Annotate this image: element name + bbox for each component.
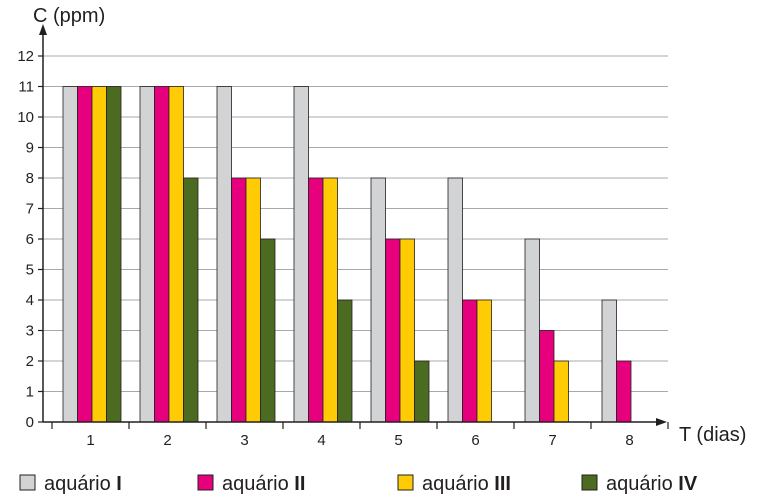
legend-item-numeral: I xyxy=(116,473,122,495)
y-tick-label: 0 xyxy=(26,414,34,431)
bar-series-1-cat-6 xyxy=(447,177,463,423)
y-tick-label: 1 xyxy=(26,384,34,401)
bar-series-3-cat-3 xyxy=(245,177,261,423)
y-axis-label: C (ppm) xyxy=(33,5,105,27)
bar-series-2-cat-8 xyxy=(616,360,632,423)
bar-series-4-cat-3 xyxy=(260,238,276,423)
y-tick-label: 10 xyxy=(17,109,34,126)
bar-series-1-cat-7 xyxy=(524,238,540,423)
legend-item-label: aquário II xyxy=(222,473,305,495)
bar-series-2-cat-3 xyxy=(231,177,247,423)
legend-swatch xyxy=(197,474,214,491)
legend-item-label: aquário IV xyxy=(606,473,698,495)
bar-series-3-cat-7 xyxy=(553,360,569,423)
y-tick-label: 7 xyxy=(26,201,34,218)
bar-series-2-cat-7 xyxy=(539,330,555,423)
x-tick-label: 4 xyxy=(317,432,325,449)
x-axis-label: T (dias) xyxy=(679,424,746,446)
legend-item-numeral: IV xyxy=(678,473,698,495)
bar-series-1-cat-2 xyxy=(139,86,155,423)
y-tick-label: 8 xyxy=(26,170,34,187)
bar-series-1-cat-4 xyxy=(293,86,309,423)
y-axis-arrow-icon xyxy=(39,24,47,35)
legend-swatch xyxy=(397,474,414,491)
bar-series-3-cat-2 xyxy=(168,86,184,423)
legend-item-base: aquário xyxy=(606,473,678,495)
x-tick-label: 1 xyxy=(86,432,94,449)
y-tick-label: 9 xyxy=(26,140,34,157)
bar-series-4-cat-5 xyxy=(414,360,430,423)
bar-series-4-cat-1 xyxy=(106,86,122,423)
legend-item-base: aquário xyxy=(44,473,116,495)
y-tick-label: 5 xyxy=(26,262,34,279)
y-tick-label: 3 xyxy=(26,323,34,340)
legend-item-numeral: III xyxy=(494,473,511,495)
bar-series-3-cat-4 xyxy=(322,177,338,423)
y-tick-label: 2 xyxy=(26,353,34,370)
x-tick-label: 5 xyxy=(394,432,402,449)
gridlines xyxy=(43,55,668,392)
bar-series-2-cat-1 xyxy=(77,86,93,423)
legend-item-base: aquário xyxy=(222,473,294,495)
x-tick-label: 7 xyxy=(548,432,556,449)
x-tick-label: 8 xyxy=(625,432,633,449)
legend-item-label: aquário III xyxy=(422,473,511,495)
bar-series-1-cat-1 xyxy=(62,86,78,423)
bars xyxy=(62,86,632,423)
bar-series-3-cat-5 xyxy=(399,238,415,423)
bar-series-1-cat-5 xyxy=(370,177,386,423)
y-tick-label: 11 xyxy=(18,79,34,96)
x-tick-label: 3 xyxy=(240,432,248,449)
y-tick-label: 6 xyxy=(26,231,34,248)
bar-series-3-cat-6 xyxy=(476,299,492,423)
bar-series-2-cat-5 xyxy=(385,238,401,423)
bar-series-4-cat-4 xyxy=(337,299,353,423)
bar-series-4-cat-2 xyxy=(183,177,199,423)
legend-item-label: aquário I xyxy=(44,473,122,495)
legend-swatch xyxy=(581,474,598,491)
bar-series-1-cat-3 xyxy=(216,86,232,423)
axes xyxy=(39,24,667,426)
bar-series-1-cat-8 xyxy=(601,299,617,423)
bar-series-2-cat-6 xyxy=(462,299,478,423)
x-axis-arrow-icon xyxy=(656,418,667,426)
y-tick-label: 12 xyxy=(17,48,34,65)
bar-series-2-cat-4 xyxy=(308,177,324,423)
bar-series-3-cat-1 xyxy=(91,86,107,423)
x-tick-label: 6 xyxy=(471,432,479,449)
legend-item-base: aquário xyxy=(422,473,494,495)
legend-swatch xyxy=(19,474,36,491)
y-tick-label: 4 xyxy=(26,292,34,309)
bar-series-2-cat-2 xyxy=(154,86,170,423)
x-tick-label: 2 xyxy=(163,432,171,449)
legend-item-numeral: II xyxy=(294,473,305,495)
